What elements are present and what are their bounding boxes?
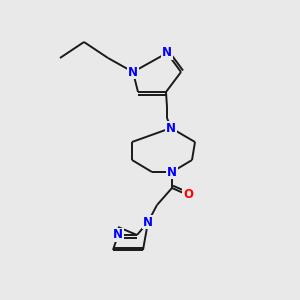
Text: N: N — [167, 166, 177, 178]
Text: O: O — [183, 188, 193, 202]
Text: N: N — [166, 122, 176, 134]
Text: N: N — [128, 65, 138, 79]
Text: N: N — [113, 229, 123, 242]
Text: N: N — [143, 215, 153, 229]
Text: N: N — [162, 46, 172, 59]
